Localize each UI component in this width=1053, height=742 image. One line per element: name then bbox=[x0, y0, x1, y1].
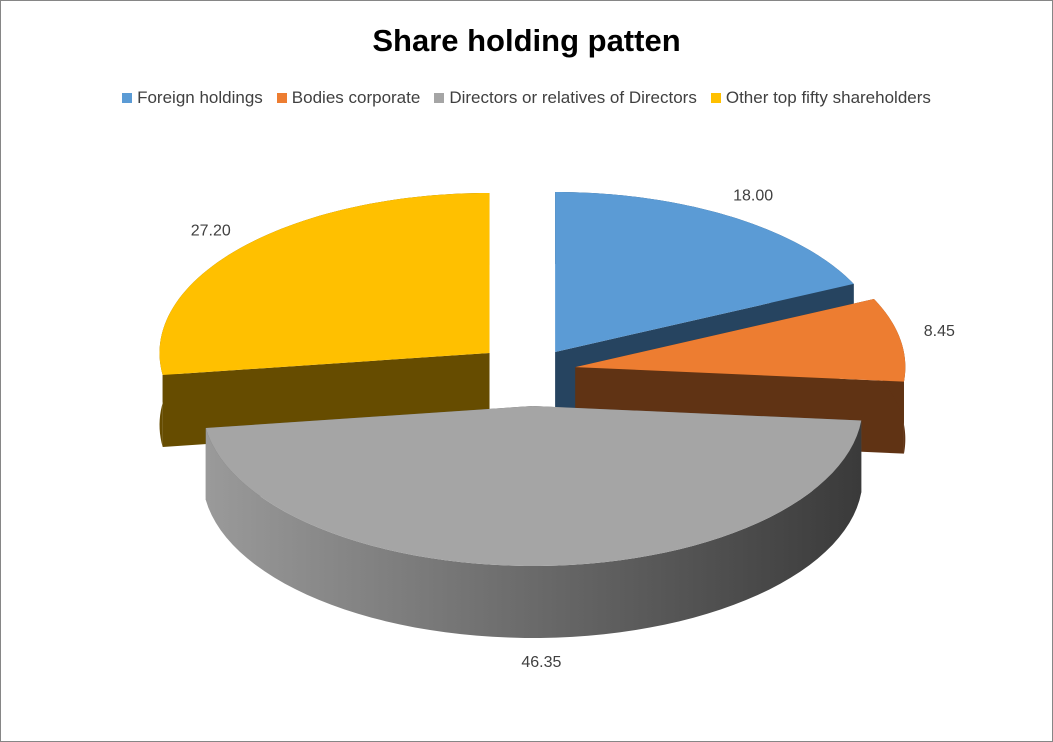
chart-title: Share holding patten bbox=[372, 23, 681, 58]
pie-slice bbox=[205, 405, 862, 638]
legend-label: Foreign holdings bbox=[137, 88, 263, 107]
slice-top bbox=[159, 192, 490, 375]
slice-outer-wall bbox=[205, 420, 862, 638]
data-label: 46.35 bbox=[521, 654, 561, 671]
slice-top bbox=[575, 298, 906, 382]
legend-item: Foreign holdings bbox=[122, 88, 263, 108]
legend: Foreign holdings Bodies corporate Director… bbox=[1, 88, 1052, 108]
data-label: 18.00 bbox=[733, 188, 773, 205]
legend-swatch bbox=[276, 93, 287, 103]
legend-item: Bodies corporate bbox=[276, 88, 421, 108]
legend-label: Directors or relatives of Directors bbox=[449, 88, 697, 107]
legend-swatch bbox=[434, 93, 445, 103]
legend-swatch bbox=[122, 93, 133, 103]
data-label: 27.20 bbox=[191, 222, 231, 239]
legend-label: Bodies corporate bbox=[291, 88, 421, 107]
data-label: 8.45 bbox=[924, 323, 955, 340]
legend-item: Directors or relatives of Directors bbox=[434, 88, 697, 108]
legend-swatch bbox=[710, 93, 721, 103]
slice-top bbox=[555, 192, 854, 353]
legend-label: Other top fifty shareholders bbox=[725, 88, 931, 107]
legend-item: Other top fifty shareholders bbox=[710, 88, 931, 108]
slice-top bbox=[205, 405, 862, 566]
